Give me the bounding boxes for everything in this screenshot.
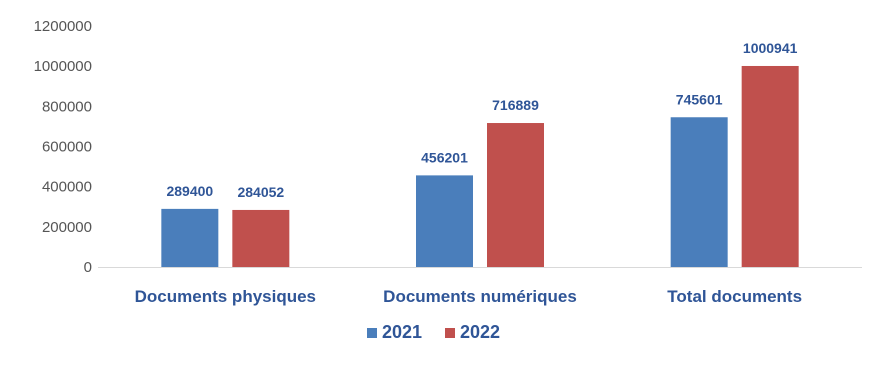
- y-tick-label: 0: [84, 259, 92, 276]
- y-tick-label: 400000: [42, 179, 92, 196]
- y-tick-label: 600000: [42, 139, 92, 156]
- bar-total-documents-2021: [670, 117, 728, 267]
- bar-documents-physiques-2021: [161, 208, 219, 267]
- legend-swatch-2021: [367, 328, 377, 338]
- legend: 2021 2022: [367, 322, 500, 342]
- x-category-label: Documents physiques: [135, 287, 316, 306]
- y-tick-label: 1200000: [34, 18, 92, 35]
- x-category-label: Documents numériques: [383, 287, 577, 306]
- data-label-documents-numeriques-2022: 716889: [492, 97, 539, 113]
- bar-documents-physiques-2022: [232, 209, 290, 267]
- legend-label-2022: 2022: [460, 322, 500, 342]
- bar-documents-numeriques-2021: [416, 175, 473, 267]
- legend-label-2021: 2021: [382, 322, 422, 342]
- data-label-documents-numeriques-2021: 456201: [421, 149, 468, 165]
- y-tick-label: 1000000: [34, 58, 92, 75]
- data-label-total-documents-2021: 745601: [676, 91, 723, 107]
- data-label-total-documents-2022: 1000941: [743, 40, 798, 56]
- x-category-label: Total documents: [667, 287, 802, 306]
- data-label-documents-physiques-2021: 289400: [166, 183, 213, 199]
- bars: [161, 65, 799, 267]
- y-tick-label: 800000: [42, 98, 92, 115]
- y-axis: 0 200000 400000 600000 800000 1000000 1200000: [34, 18, 92, 276]
- bar-total-documents-2022: [741, 65, 799, 267]
- data-labels: 289400 284052 456201 716889 745601 1000941: [166, 40, 797, 200]
- data-label-documents-physiques-2022: 284052: [237, 184, 284, 200]
- legend-swatch-2022: [445, 328, 455, 338]
- y-tick-label: 200000: [42, 219, 92, 236]
- x-axis: Documents physiques Documents numériques T…: [98, 267, 862, 306]
- bar-documents-numeriques-2022: [487, 123, 544, 267]
